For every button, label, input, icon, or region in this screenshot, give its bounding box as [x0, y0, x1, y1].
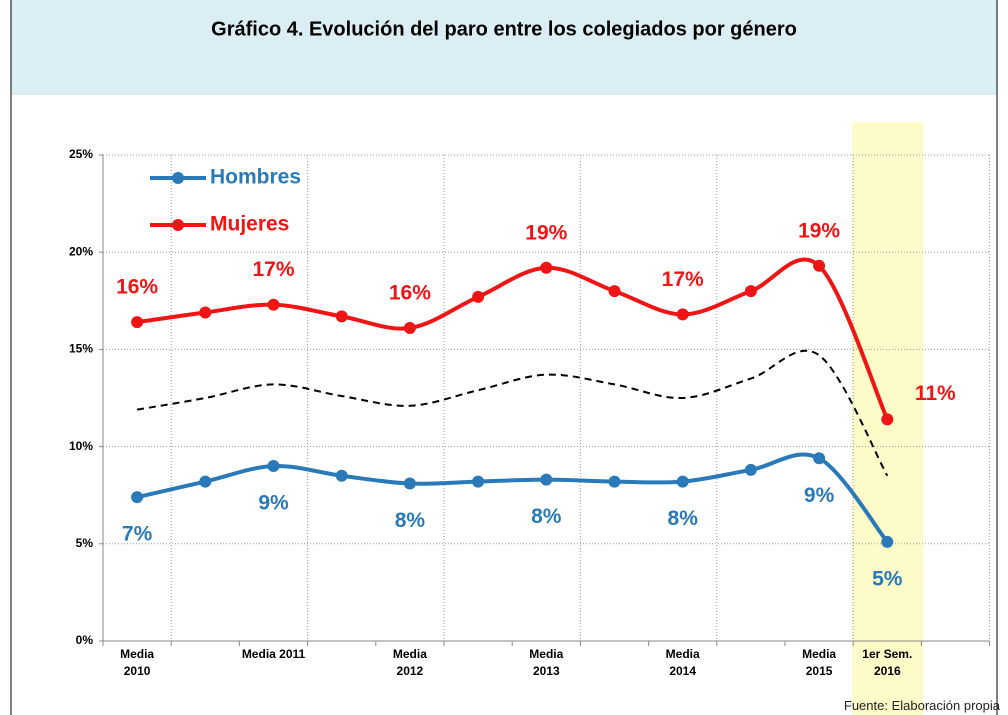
y-tick-label: 20%	[69, 244, 93, 258]
y-tick-label: 10%	[69, 439, 93, 453]
series-line	[136, 452, 889, 544]
data-label: 8%	[668, 507, 699, 530]
marker	[403, 322, 416, 335]
marker	[813, 259, 826, 272]
x-tick-label: Media 2015	[802, 647, 837, 678]
data-label: 16%	[389, 282, 431, 305]
marker	[267, 298, 280, 311]
marker	[881, 535, 894, 548]
legend-marker	[172, 219, 184, 231]
y-tick-label: 25%	[69, 147, 93, 161]
marker	[472, 290, 485, 303]
data-label: 17%	[662, 268, 704, 291]
x-tick-label: Media 2012	[392, 647, 427, 678]
x-tick-label: Media 2013	[529, 647, 564, 678]
title-box	[11, 0, 997, 95]
data-label: 9%	[258, 492, 289, 515]
x-tick-label: 1er Sem. 2016	[862, 647, 913, 678]
chart-title: Gráfico 4. Evolución del paro entre los …	[211, 18, 797, 40]
marker	[131, 316, 144, 329]
marker	[608, 285, 621, 298]
marker	[608, 475, 621, 488]
data-label: 17%	[252, 258, 294, 281]
series-line	[136, 257, 890, 421]
data-label: 19%	[798, 219, 840, 242]
marker	[744, 285, 757, 298]
data-label: 8%	[531, 505, 562, 528]
data-label: 19%	[525, 221, 567, 244]
x-tick-label: Media 2011	[241, 647, 306, 661]
marker	[744, 463, 757, 476]
marker	[199, 475, 212, 488]
marker	[676, 308, 689, 321]
marker	[335, 310, 348, 323]
data-label: 11%	[915, 382, 956, 405]
marker	[199, 306, 212, 319]
legend-marker	[172, 172, 184, 184]
marker	[540, 473, 553, 486]
y-tick-label: 15%	[69, 342, 93, 356]
series-line	[136, 349, 889, 477]
legend-label: Mujeres	[210, 213, 289, 236]
marker	[267, 460, 280, 473]
y-tick-label: 5%	[76, 536, 94, 550]
marker	[676, 475, 689, 488]
marker	[472, 475, 485, 488]
data-label: 9%	[804, 484, 835, 507]
data-label: 5%	[872, 567, 903, 590]
marker	[335, 469, 348, 482]
x-tick-label: Media 2010	[120, 647, 155, 678]
data-label: 8%	[395, 509, 426, 532]
legend-label: Hombres	[210, 166, 301, 189]
source: Fuente: Elaboración propia	[843, 698, 1000, 713]
marker	[881, 413, 894, 426]
data-label: 16%	[116, 276, 158, 299]
marker	[131, 491, 144, 504]
y-tick-label: 0%	[76, 633, 94, 647]
data-label: 7%	[122, 523, 153, 546]
x-tick-label: Media 2014	[665, 647, 700, 678]
marker	[813, 452, 826, 465]
marker	[403, 477, 416, 490]
marker	[540, 261, 553, 274]
